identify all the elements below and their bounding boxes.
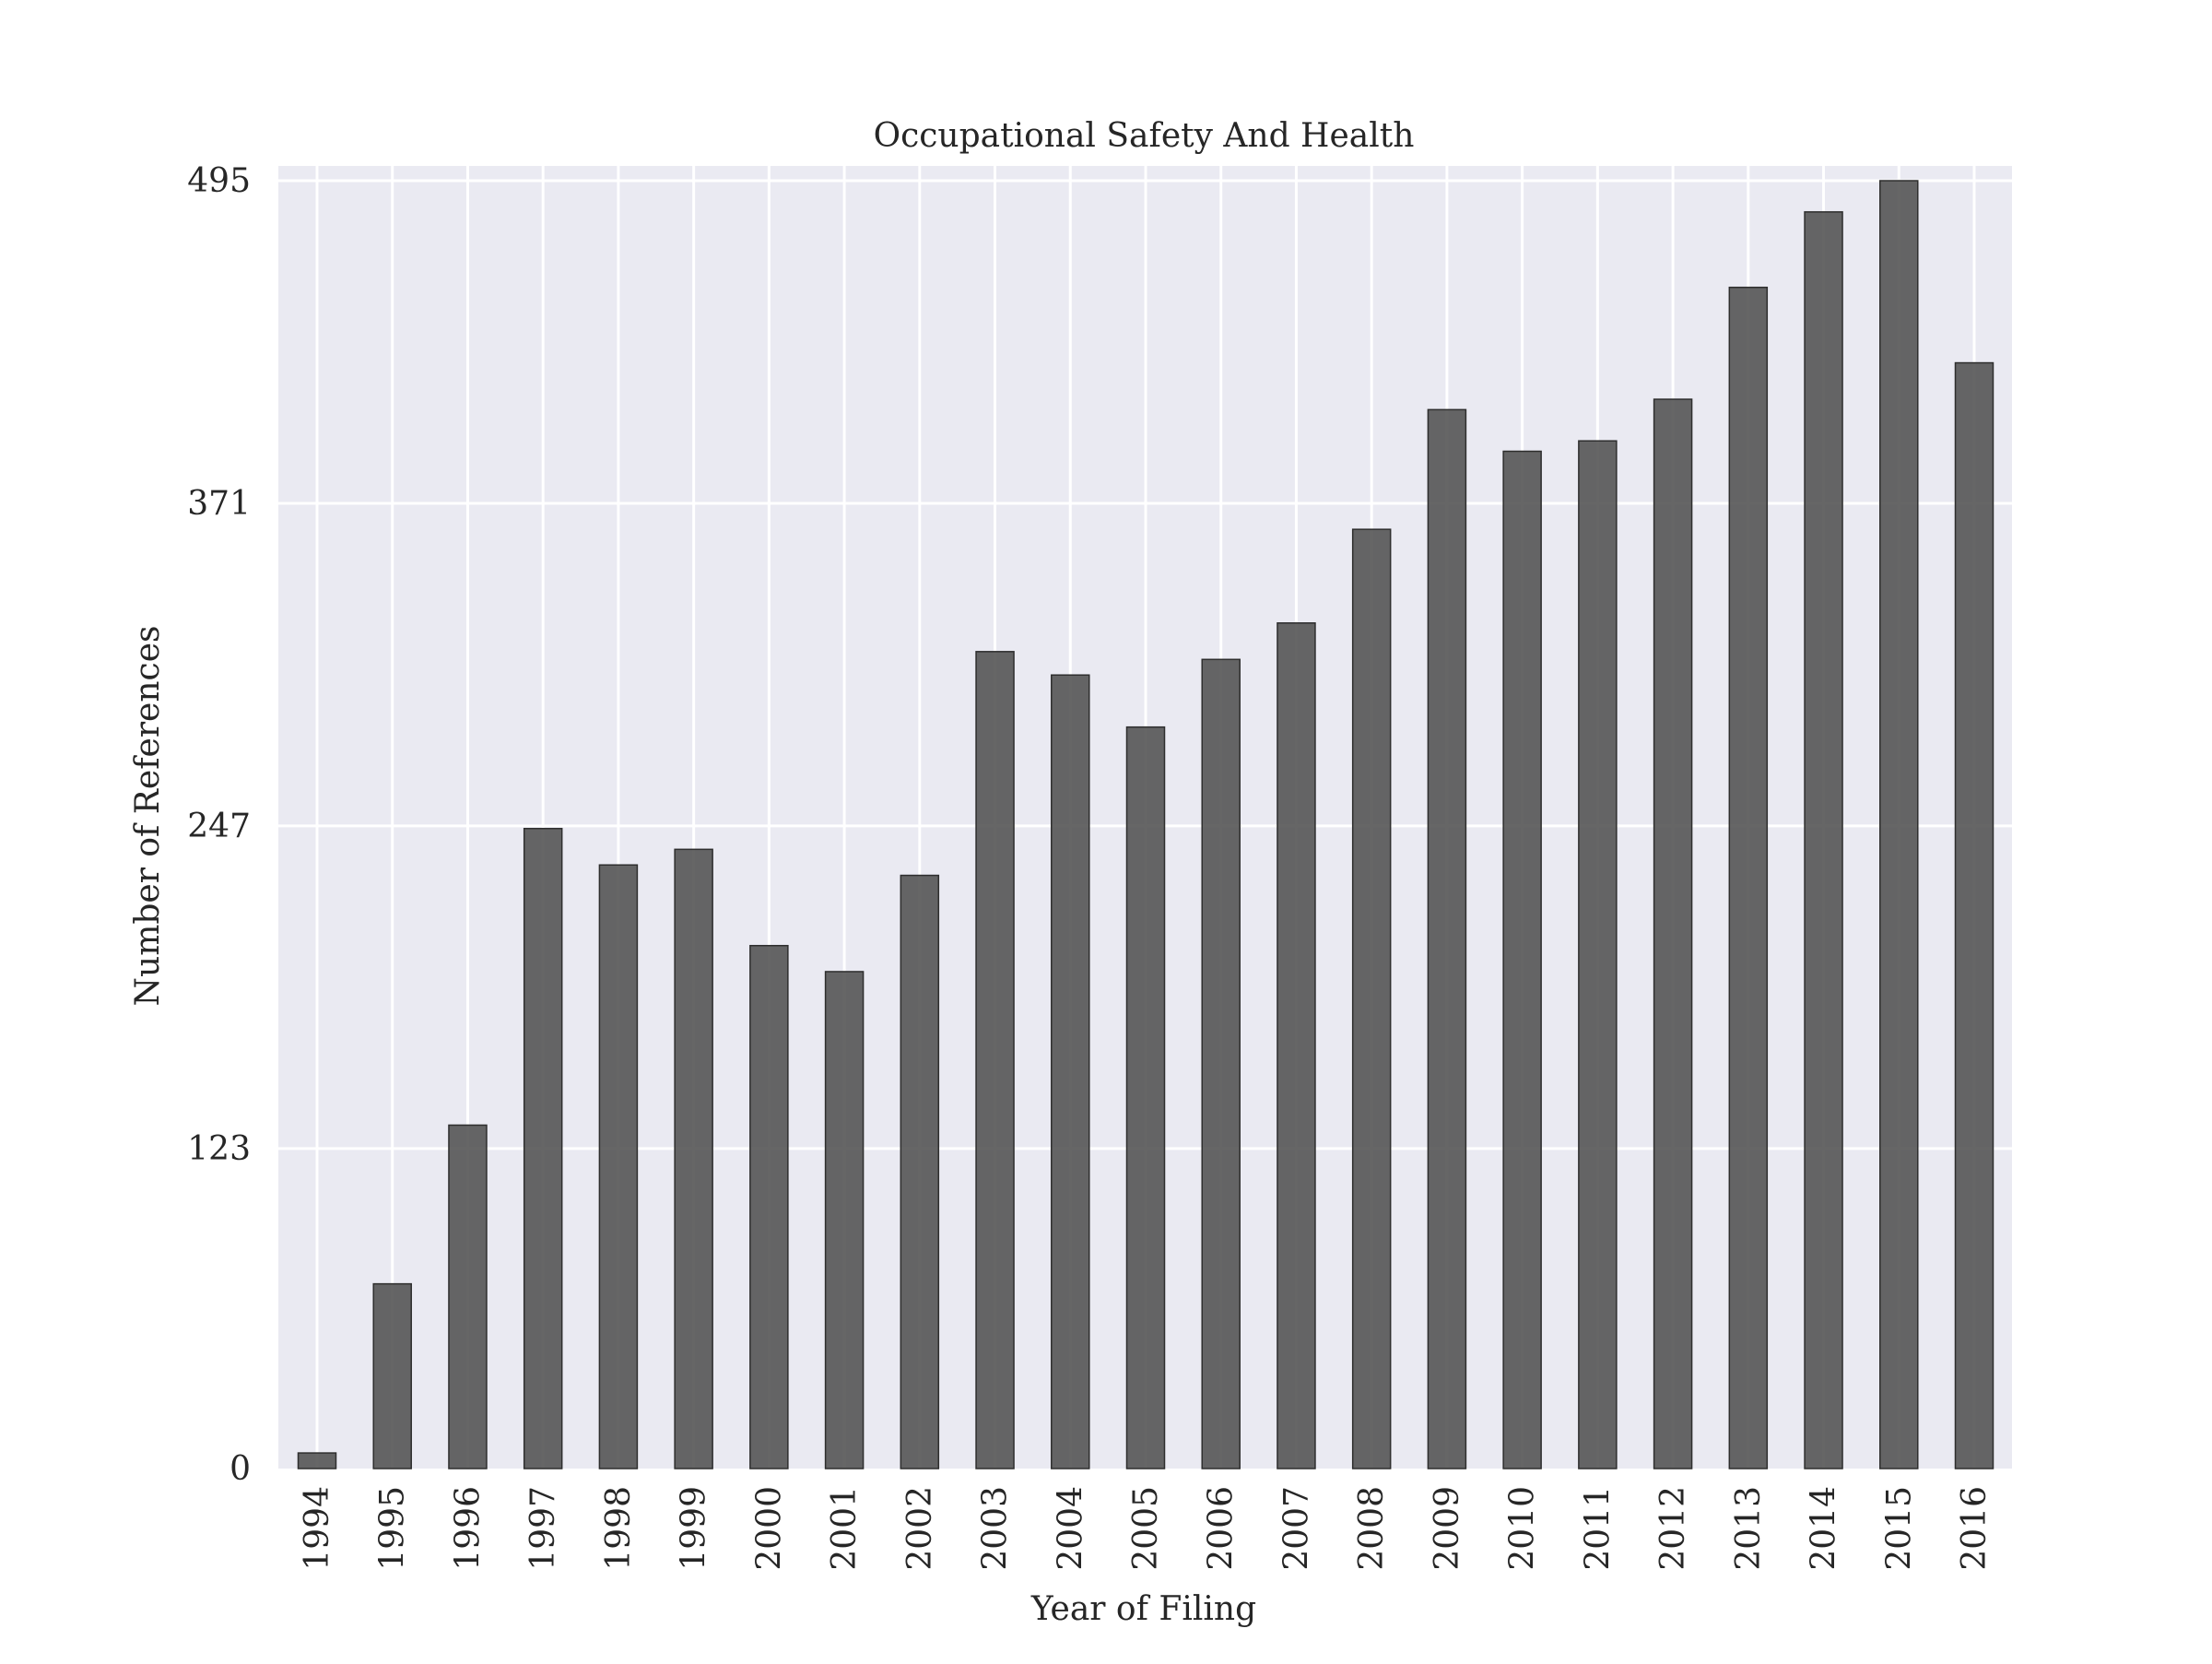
x-tick-label: 2012 [1654, 1486, 1692, 1571]
x-tick-label: 1999 [676, 1486, 713, 1571]
bar-2004 [1051, 674, 1090, 1469]
bar-2008 [1351, 528, 1392, 1469]
x-tick-label: 2014 [1806, 1486, 1843, 1571]
x-tick-label: 2007 [1277, 1486, 1315, 1571]
x-tick-label: 1994 [299, 1486, 336, 1571]
bar-1998 [598, 864, 639, 1469]
x-tick-label: 2008 [1353, 1486, 1391, 1571]
bar-1996 [448, 1124, 488, 1469]
bar-2006 [1201, 658, 1241, 1469]
y-tick-label: 123 [187, 1130, 251, 1168]
bar-1999 [674, 848, 713, 1469]
x-tick-label: 2001 [826, 1486, 864, 1571]
bar-2014 [1804, 211, 1843, 1469]
x-tick-label: 1996 [449, 1486, 487, 1571]
x-tick-label: 1995 [374, 1486, 412, 1571]
y-axis-label: Number of References [129, 626, 167, 1007]
x-tick-label: 2000 [750, 1486, 788, 1571]
x-tick-label: 2004 [1052, 1486, 1089, 1571]
x-tick-label: 2005 [1127, 1486, 1165, 1571]
x-tick-label: 2009 [1429, 1486, 1466, 1571]
bar-1997 [523, 827, 563, 1469]
bar-2013 [1728, 286, 1769, 1469]
bar-2012 [1653, 398, 1693, 1469]
y-tick-label: 0 [229, 1450, 251, 1488]
x-tick-label: 2016 [1956, 1486, 1994, 1571]
y-tick-label: 495 [187, 162, 251, 200]
x-tick-label: 1998 [600, 1486, 638, 1571]
bar-1995 [372, 1282, 412, 1469]
x-tick-label: 2011 [1579, 1486, 1617, 1571]
bar-2002 [900, 874, 940, 1469]
y-tick-label: 371 [187, 485, 251, 523]
x-tick-label: 2015 [1880, 1486, 1918, 1571]
y-tick-labels: 0 123 247 371 495 [187, 162, 251, 1488]
y-tick-label: 247 [187, 808, 251, 845]
bar-2016 [1954, 361, 1994, 1469]
bar-1994 [297, 1452, 337, 1469]
x-tick-label: 2010 [1504, 1486, 1542, 1571]
x-axis-label: Year of Filing [1030, 1590, 1256, 1628]
bar-2011 [1578, 440, 1618, 1469]
bar-2001 [824, 971, 865, 1469]
bar-2000 [749, 944, 789, 1469]
chart-title: Occupational Safety And Health [874, 117, 1415, 155]
x-tick-label: 2006 [1203, 1486, 1241, 1571]
x-tick-label: 2003 [977, 1486, 1015, 1571]
x-tick-labels: 1994 1995 1996 1997 1998 1999 2000 2001 2002 2003… [299, 1486, 1994, 1571]
bar-2007 [1277, 622, 1316, 1469]
bar-2009 [1427, 408, 1467, 1469]
x-tick-label: 2002 [901, 1486, 939, 1571]
bars [297, 180, 1994, 1469]
bar-2010 [1502, 450, 1542, 1469]
bar-2015 [1879, 180, 1919, 1469]
bar-2003 [975, 651, 1015, 1469]
x-tick-label: 2013 [1730, 1486, 1768, 1571]
bar-2005 [1125, 726, 1166, 1469]
x-tick-label: 1997 [524, 1486, 562, 1571]
